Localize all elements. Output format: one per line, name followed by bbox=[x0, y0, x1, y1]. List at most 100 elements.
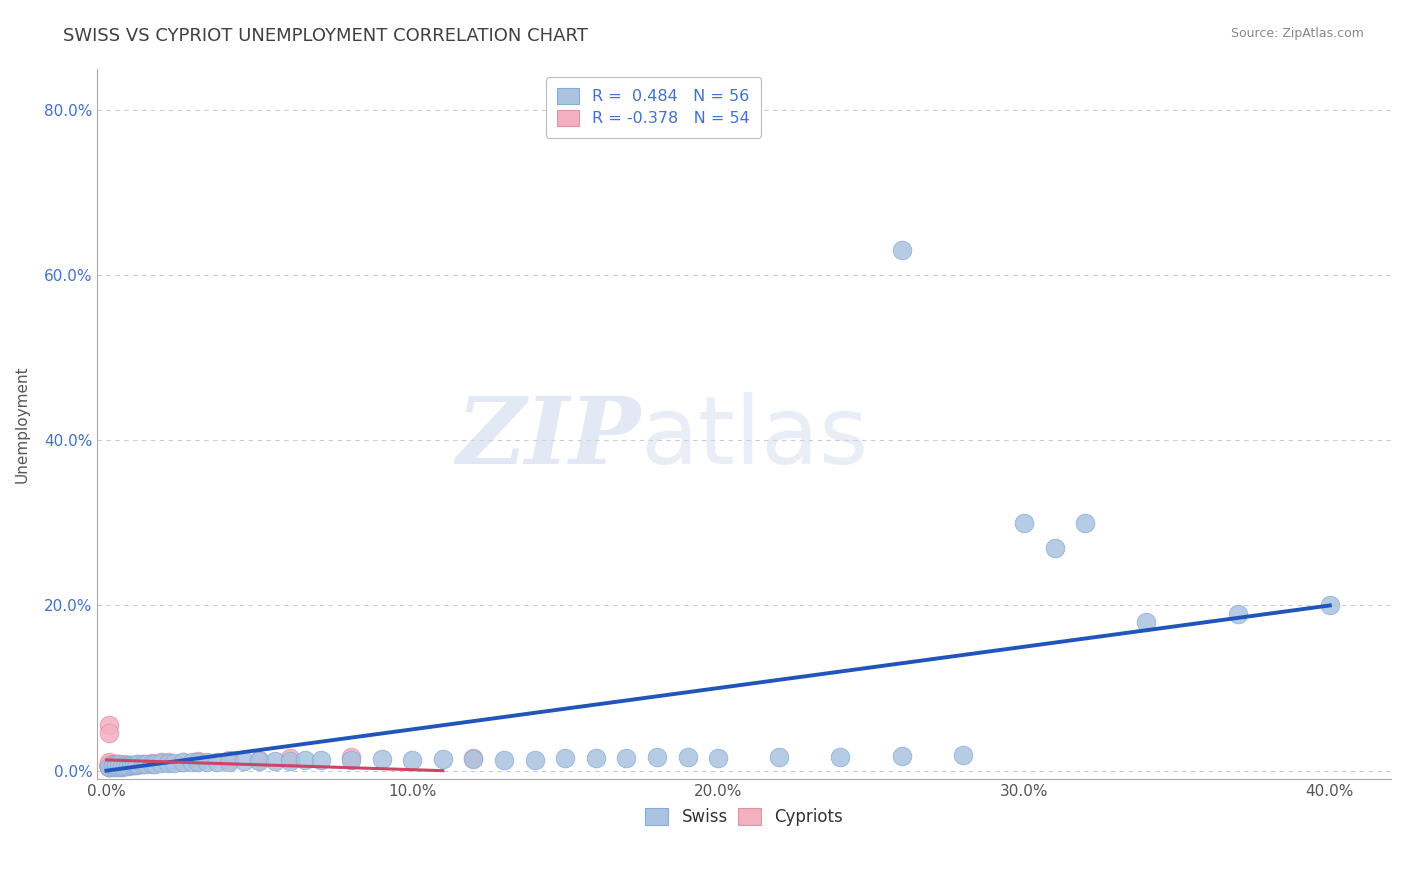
Point bbox=[278, 754, 301, 768]
Point bbox=[1227, 607, 1250, 621]
Point bbox=[101, 759, 124, 773]
Point bbox=[98, 758, 121, 772]
Point bbox=[104, 757, 127, 772]
Point bbox=[111, 758, 134, 772]
Point bbox=[117, 758, 139, 772]
Point bbox=[645, 750, 668, 764]
Point bbox=[125, 757, 148, 772]
Point bbox=[101, 757, 124, 772]
Point bbox=[163, 756, 186, 771]
Point bbox=[98, 756, 121, 770]
Point bbox=[172, 756, 194, 770]
Point bbox=[107, 757, 129, 772]
Point bbox=[195, 756, 218, 770]
Point bbox=[340, 753, 363, 767]
Point bbox=[1043, 541, 1066, 555]
Point bbox=[614, 751, 637, 765]
Point bbox=[101, 757, 124, 772]
Point bbox=[111, 759, 134, 773]
Text: Source: ZipAtlas.com: Source: ZipAtlas.com bbox=[1230, 27, 1364, 40]
Point bbox=[101, 757, 124, 772]
Point bbox=[187, 754, 209, 768]
Point bbox=[181, 756, 204, 770]
Point bbox=[830, 750, 852, 764]
Point bbox=[98, 758, 121, 772]
Point bbox=[205, 755, 228, 769]
Point bbox=[107, 758, 129, 772]
Text: ZIP: ZIP bbox=[457, 393, 641, 483]
Point bbox=[104, 757, 127, 772]
Point bbox=[114, 757, 136, 772]
Point bbox=[463, 752, 485, 766]
Point bbox=[98, 757, 121, 772]
Point bbox=[104, 759, 127, 773]
Y-axis label: Unemployment: Unemployment bbox=[15, 365, 30, 483]
Point bbox=[98, 718, 121, 732]
Point bbox=[104, 758, 127, 772]
Point bbox=[98, 759, 121, 773]
Point bbox=[104, 757, 127, 772]
Text: atlas: atlas bbox=[641, 392, 869, 484]
Point bbox=[101, 757, 124, 772]
Point bbox=[98, 757, 121, 772]
Point bbox=[98, 758, 121, 772]
Point bbox=[114, 758, 136, 772]
Point bbox=[111, 758, 134, 772]
Point bbox=[135, 757, 157, 772]
Point bbox=[890, 748, 912, 763]
Point bbox=[952, 747, 974, 762]
Point bbox=[114, 757, 136, 772]
Point bbox=[463, 751, 485, 765]
Point bbox=[107, 759, 129, 773]
Point bbox=[107, 758, 129, 772]
Point bbox=[132, 757, 155, 772]
Text: SWISS VS CYPRIOT UNEMPLOYMENT CORRELATION CHART: SWISS VS CYPRIOT UNEMPLOYMENT CORRELATIO… bbox=[63, 27, 588, 45]
Point bbox=[340, 750, 363, 764]
Point bbox=[141, 757, 163, 772]
Point bbox=[98, 759, 121, 773]
Point bbox=[890, 244, 912, 258]
Point bbox=[218, 755, 240, 769]
Point bbox=[98, 757, 121, 772]
Point bbox=[523, 753, 546, 767]
Point bbox=[492, 753, 515, 767]
Point bbox=[122, 757, 145, 772]
Point bbox=[101, 757, 124, 772]
Point bbox=[1319, 599, 1341, 613]
Point bbox=[150, 756, 173, 771]
Point bbox=[101, 757, 124, 772]
Point bbox=[156, 756, 179, 771]
Point bbox=[114, 758, 136, 772]
Point bbox=[309, 753, 332, 767]
Point bbox=[707, 751, 730, 765]
Point bbox=[104, 758, 127, 772]
Point bbox=[125, 757, 148, 772]
Point bbox=[104, 758, 127, 772]
Point bbox=[120, 757, 142, 772]
Point bbox=[101, 758, 124, 772]
Point bbox=[101, 757, 124, 772]
Point bbox=[676, 750, 699, 764]
Point bbox=[294, 753, 316, 767]
Point bbox=[585, 751, 607, 765]
Point bbox=[104, 757, 127, 772]
Point bbox=[247, 754, 270, 768]
Point bbox=[432, 752, 454, 766]
Point bbox=[1012, 516, 1035, 530]
Point bbox=[143, 757, 166, 772]
Point bbox=[98, 758, 121, 772]
Point bbox=[98, 759, 121, 773]
Point bbox=[370, 752, 392, 766]
Point bbox=[233, 754, 256, 768]
Point bbox=[98, 757, 121, 772]
Point bbox=[156, 756, 179, 770]
Point bbox=[98, 726, 121, 740]
Point bbox=[218, 753, 240, 767]
Point bbox=[1074, 516, 1097, 530]
Point bbox=[150, 756, 173, 770]
Point bbox=[98, 757, 121, 772]
Point bbox=[401, 753, 423, 767]
Point bbox=[141, 756, 163, 771]
Point bbox=[278, 751, 301, 765]
Point bbox=[107, 757, 129, 772]
